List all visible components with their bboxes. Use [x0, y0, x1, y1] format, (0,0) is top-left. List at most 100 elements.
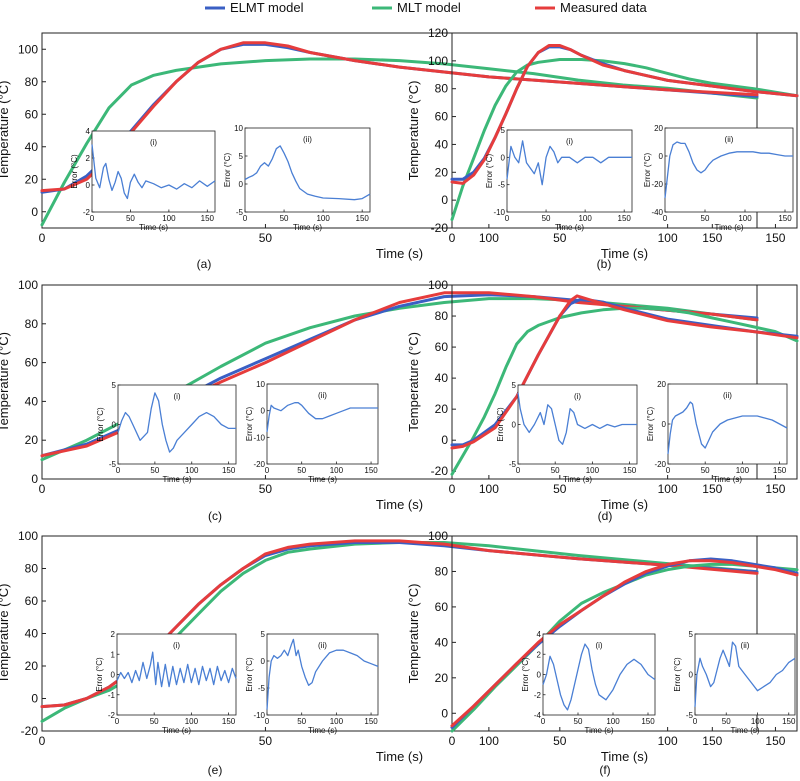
x-tick-label: 0 [39, 734, 46, 748]
inset-x-tick-label: 50 [297, 717, 306, 726]
inset-x-axis-label: Time (s) [162, 726, 191, 735]
inset-label: (ii) [318, 641, 327, 650]
inset-y-tick-label: 0 [111, 671, 116, 680]
inset-y-tick-label: 0 [662, 420, 667, 429]
inset-x-tick-label: 50 [297, 466, 306, 475]
inset-x-tick-label: 150 [201, 214, 215, 223]
x-tick-label: 100 [479, 231, 499, 245]
inset-x-tick-label: 150 [773, 466, 787, 475]
x-axis-label: Time (s) [376, 246, 423, 261]
inset-x-tick-label: 0 [265, 466, 270, 475]
x-tick-label: 50 [553, 482, 567, 496]
x-tick-label: 100 [658, 482, 678, 496]
x-tick-label: 100 [479, 482, 499, 496]
inset-x-axis-label: Time (s) [162, 475, 191, 484]
inset-frame [664, 127, 794, 213]
y-axis-label: Temperature (°C) [0, 81, 11, 181]
inset-error-plot: 0 50 100 150 -40 -20 0 20 Time (s) Error (°C) (ii) [643, 124, 794, 232]
x-tick-label: 150 [765, 482, 785, 496]
inset-y-axis-label: Error (°C) [496, 407, 505, 442]
inset-y-tick-label: -5 [236, 208, 244, 217]
x-axis-label: Time (s) [601, 749, 648, 764]
x-tick-label: 150 [702, 482, 722, 496]
y-tick-label: 100 [18, 529, 38, 543]
inset-y-tick-label: -5 [509, 460, 517, 469]
inset-y-tick-label: 5 [261, 630, 266, 639]
y-axis-label: Temperature (°C) [406, 332, 421, 432]
inset-y-axis-label: Error (°C) [245, 657, 254, 692]
y-tick-label: 20 [435, 671, 449, 685]
inset-y-tick-label: -5 [258, 684, 266, 693]
panel-caption: (e) [208, 763, 223, 777]
y-tick-label: 100 [428, 54, 448, 68]
x-tick-label: 150 [702, 231, 722, 245]
inset-x-tick-label: 50 [551, 466, 560, 475]
inset-frame [266, 383, 379, 465]
series-line-mlt [40, 57, 759, 227]
inset-y-tick-label: -20 [253, 460, 265, 469]
inset-label: (i) [173, 392, 180, 401]
inset-y-tick-label: -10 [493, 208, 505, 217]
inset-y-tick-label: 4 [537, 630, 542, 639]
inset-x-tick-label: 150 [623, 466, 637, 475]
inset-x-tick-label: 50 [126, 214, 135, 223]
y-tick-label: 80 [435, 309, 449, 323]
inset-frame [117, 384, 237, 465]
inset-y-tick-label: 0 [261, 657, 266, 666]
inset-x-tick-label: 100 [162, 214, 176, 223]
inset-error-plot: 0 50 100 150 -4 -2 0 2 4 Time (s) Error (°C) (i) [521, 630, 656, 735]
y-axis-label: Temperature (°C) [406, 584, 421, 684]
inset-y-tick-label: 5 [512, 381, 517, 390]
legend-label-mlt: MLT model [397, 0, 461, 15]
inset-error-line [266, 638, 379, 710]
inset-label: (ii) [303, 135, 312, 144]
x-tick-label: 50 [259, 482, 273, 496]
x-tick-label: 0 [39, 482, 46, 496]
y-tick-label: 40 [25, 627, 39, 641]
inset-frame [244, 127, 371, 213]
inset-y-axis-label: Error (°C) [223, 153, 232, 188]
inset-x-tick-label: 150 [778, 214, 792, 223]
inset-frame [667, 383, 788, 465]
inset-error-line [664, 141, 793, 199]
inset-label: (ii) [725, 135, 734, 144]
inset-y-axis-label: Error (°C) [245, 407, 254, 442]
inset-y-axis-label: Error (°C) [646, 407, 655, 442]
series-line-measured [450, 44, 799, 185]
inset-y-tick-label: -4 [534, 711, 542, 720]
inset-x-tick-label: 0 [666, 466, 671, 475]
inset-y-tick-label: 10 [234, 124, 243, 133]
x-tick-label: 150 [765, 231, 785, 245]
y-tick-label: 80 [25, 562, 39, 576]
inset-x-tick-label: 100 [736, 466, 750, 475]
inset-x-axis-label: Time (s) [139, 223, 168, 232]
inset-y-tick-label: -10 [253, 433, 265, 442]
y-tick-label: 80 [435, 82, 449, 96]
inset-y-tick-label: 0 [501, 153, 506, 162]
inset-y-axis-label: Error (°C) [673, 657, 682, 692]
series-line-measured [40, 539, 759, 709]
inset-y-axis-label: Error (°C) [521, 657, 530, 692]
y-tick-label: 40 [25, 140, 39, 154]
inset-y-tick-label: -5 [109, 460, 117, 469]
y-tick-label: 60 [25, 594, 39, 608]
inset-y-tick-label: 0 [659, 152, 664, 161]
inset-x-tick-label: 150 [222, 717, 236, 726]
inset-x-tick-label: 50 [574, 717, 583, 726]
x-axis-label: Time (s) [601, 246, 648, 261]
inset-x-tick-label: 100 [738, 214, 752, 223]
inset-x-tick-label: 50 [542, 214, 551, 223]
x-tick-label: 50 [553, 734, 567, 748]
inset-y-tick-label: 5 [689, 630, 694, 639]
inset-error-line [667, 401, 788, 455]
inset-x-tick-label: 0 [115, 717, 120, 726]
x-tick-label: 150 [702, 734, 722, 748]
series-line-measured [450, 294, 799, 450]
inset-x-tick-label: 50 [280, 214, 289, 223]
